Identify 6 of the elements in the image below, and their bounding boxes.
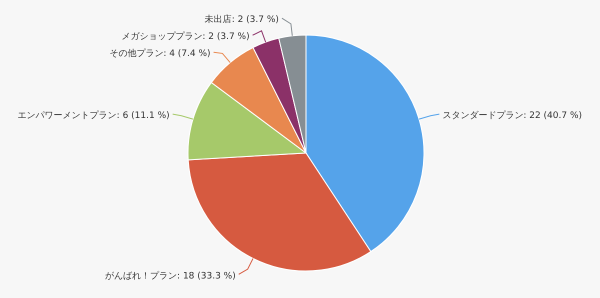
slice-label: 未出店: 2 (3.7 %) bbox=[204, 14, 279, 26]
slice-label: その他プラン: 4 (7.4 %) bbox=[109, 48, 211, 60]
slice-label: がんばれ！プラン: 18 (33.3 %) bbox=[105, 270, 236, 282]
slice-label: スタンダードプラン: 22 (40.7 %) bbox=[442, 110, 582, 122]
slice-label: エンパワーメントプラン: 6 (11.1 %) bbox=[18, 110, 170, 122]
slice-label: メガショッププラン: 2 (3.7 %) bbox=[121, 31, 250, 42]
